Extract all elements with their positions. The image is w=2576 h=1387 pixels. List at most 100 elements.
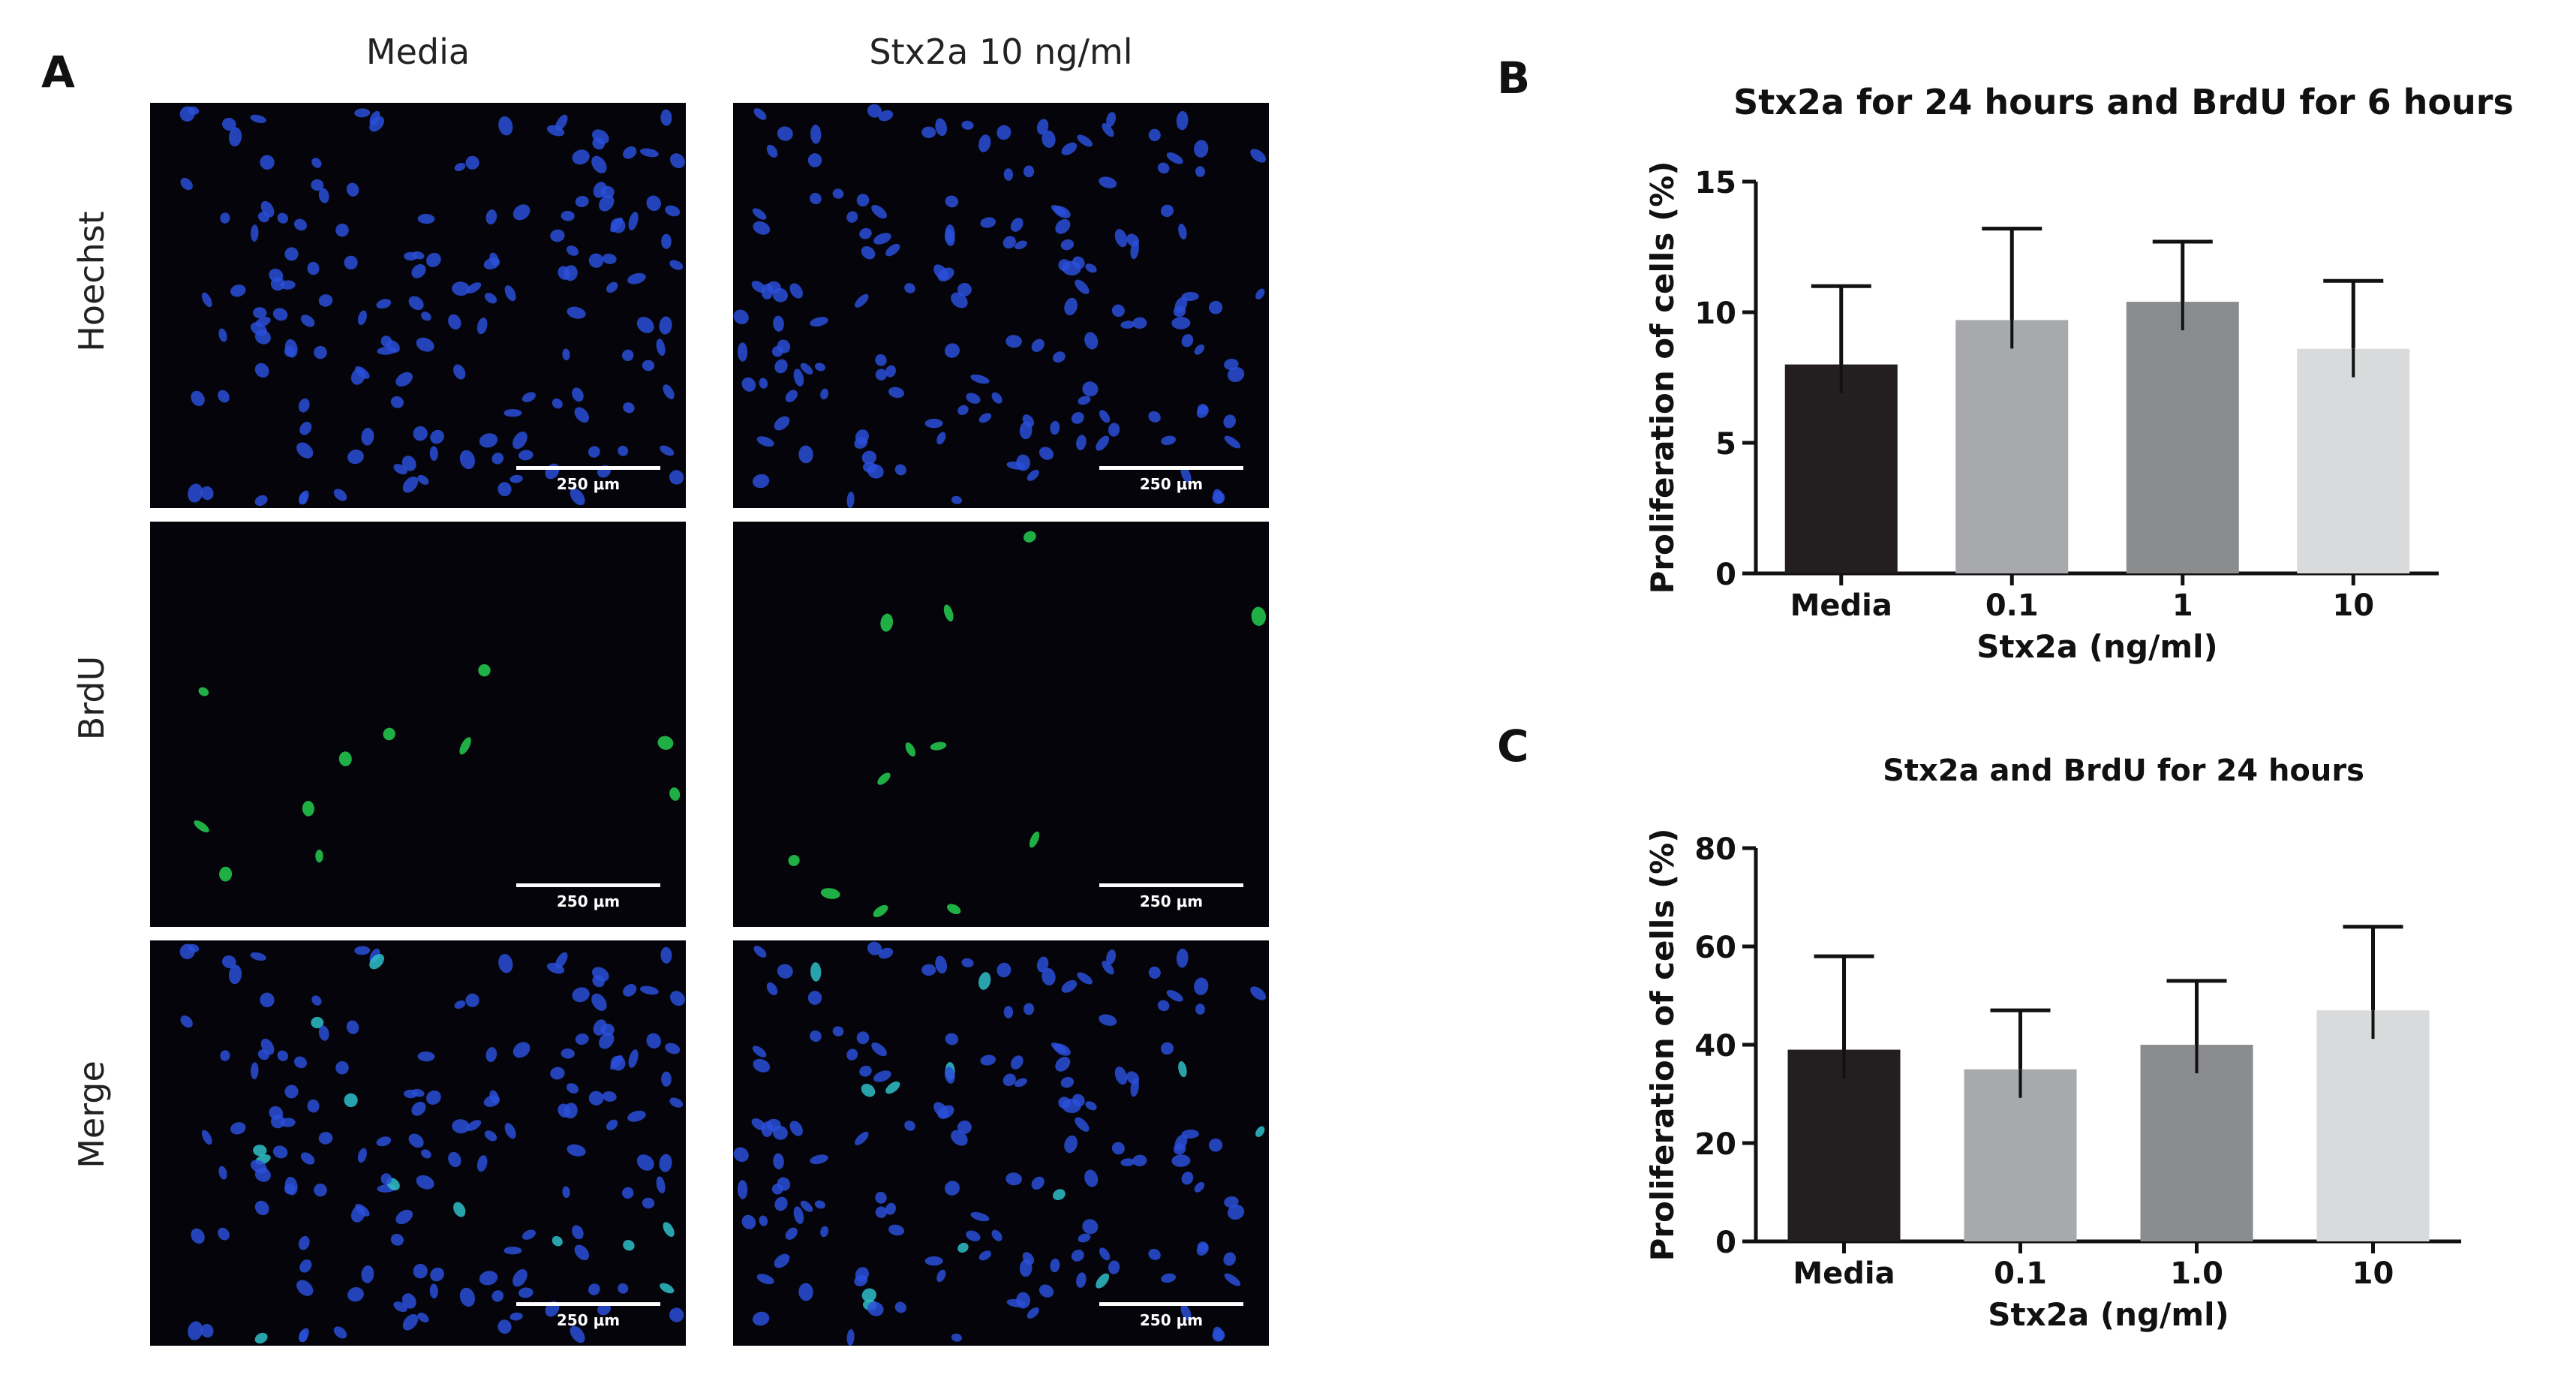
nucleus	[218, 1227, 230, 1241]
nucleus	[180, 1015, 193, 1028]
nucleus	[550, 229, 565, 242]
nucleus	[636, 317, 654, 333]
nucleus	[669, 1307, 684, 1322]
scale-bar	[516, 1302, 660, 1306]
nucleus	[606, 1119, 618, 1131]
nucleus	[191, 1228, 205, 1244]
nucleus	[759, 378, 768, 389]
nucleus	[1002, 236, 1016, 249]
nucleus	[1171, 1154, 1191, 1167]
nucleus	[646, 195, 661, 212]
micrograph-brdu-media: 250 μm	[150, 522, 686, 927]
nucleus	[478, 663, 491, 677]
nucleus	[307, 1099, 320, 1113]
nucleus	[572, 387, 584, 402]
nucleus	[567, 306, 586, 319]
nucleus	[885, 243, 900, 257]
nucleus	[1039, 447, 1054, 460]
nucleus	[1209, 300, 1223, 314]
nucleus	[777, 339, 791, 354]
nucleus	[1026, 1307, 1039, 1319]
nucleus	[623, 984, 637, 997]
nucleus	[832, 188, 844, 199]
nucleus	[663, 1222, 675, 1237]
nucleus	[766, 982, 778, 996]
nucleus	[307, 261, 320, 275]
x-tick-label: 0.1	[1994, 1256, 2047, 1291]
nucleus	[618, 445, 629, 456]
nucleus	[401, 456, 416, 471]
nucleus	[978, 972, 991, 990]
nucleus	[344, 1093, 358, 1108]
nucleus	[562, 1186, 570, 1199]
nucleus	[219, 866, 233, 882]
nucleus	[943, 604, 954, 622]
x-tick-label: 0.1	[1985, 588, 2039, 623]
nucleus	[800, 363, 813, 375]
nucleus	[421, 311, 431, 321]
nucleus	[766, 144, 778, 158]
nucleus	[314, 345, 327, 360]
y-tick-label: 0	[1715, 1226, 1736, 1260]
nucleus	[810, 125, 822, 144]
nucleus	[284, 338, 298, 358]
nucleus	[878, 110, 894, 122]
nucleus	[944, 1181, 960, 1196]
nucleus	[751, 281, 766, 293]
nucleus	[380, 1173, 392, 1185]
nucleus	[1082, 1219, 1099, 1235]
nucleus	[466, 1120, 482, 1132]
y-tick-label: 5	[1715, 427, 1736, 462]
nucleus	[996, 962, 1011, 978]
nucleus	[1003, 168, 1014, 181]
y-tick-label: 60	[1694, 931, 1736, 965]
nucleus	[951, 1333, 962, 1342]
y-axis-label: Proliferation of cells (%)	[1644, 161, 1681, 594]
nucleus	[875, 1206, 888, 1218]
nucleus	[1003, 1006, 1014, 1018]
nucleus	[855, 1131, 869, 1145]
nucleus	[575, 195, 589, 208]
nucleus	[417, 1051, 435, 1062]
nucleus	[575, 1033, 589, 1046]
nucleus	[957, 282, 972, 296]
nucleus	[592, 129, 609, 144]
nucleus	[277, 1050, 289, 1061]
nucleus	[1176, 110, 1189, 131]
nucleus	[383, 727, 395, 741]
nucleus	[877, 772, 891, 785]
nucleus	[1084, 332, 1099, 350]
nucleus	[656, 338, 666, 357]
nucleus	[814, 363, 825, 372]
nucleus	[798, 1283, 813, 1301]
nucleus	[465, 155, 479, 170]
nucleus	[355, 1204, 370, 1217]
row-label-hoechst: Hoechst	[71, 211, 112, 352]
nucleus	[201, 292, 212, 308]
nucleus	[315, 850, 323, 863]
nucleus	[395, 1209, 413, 1225]
nucleus	[885, 365, 896, 378]
row-label-merge: Merge	[71, 1061, 112, 1169]
nucleus	[1102, 123, 1114, 137]
nucleus	[991, 392, 1002, 404]
nucleus	[504, 1123, 516, 1139]
nucleus	[978, 413, 992, 423]
nucleus	[354, 946, 371, 955]
nucleus	[1108, 423, 1120, 437]
nucleus	[1251, 606, 1267, 626]
nucleus	[1082, 381, 1099, 397]
nucleus	[793, 369, 804, 387]
nucleus	[753, 946, 767, 958]
nucleus	[1077, 972, 1093, 985]
nucleus	[921, 964, 936, 976]
scale-bar-label: 250 μm	[1139, 1311, 1204, 1329]
nucleus	[945, 195, 959, 208]
nucleus	[894, 1301, 906, 1313]
panel-letter-b: B	[1497, 53, 1531, 104]
nucleus	[588, 1283, 600, 1295]
nucleus	[820, 1226, 829, 1238]
nucleus	[875, 354, 887, 366]
nucleus	[1161, 435, 1177, 445]
y-tick-label: 40	[1694, 1029, 1736, 1064]
